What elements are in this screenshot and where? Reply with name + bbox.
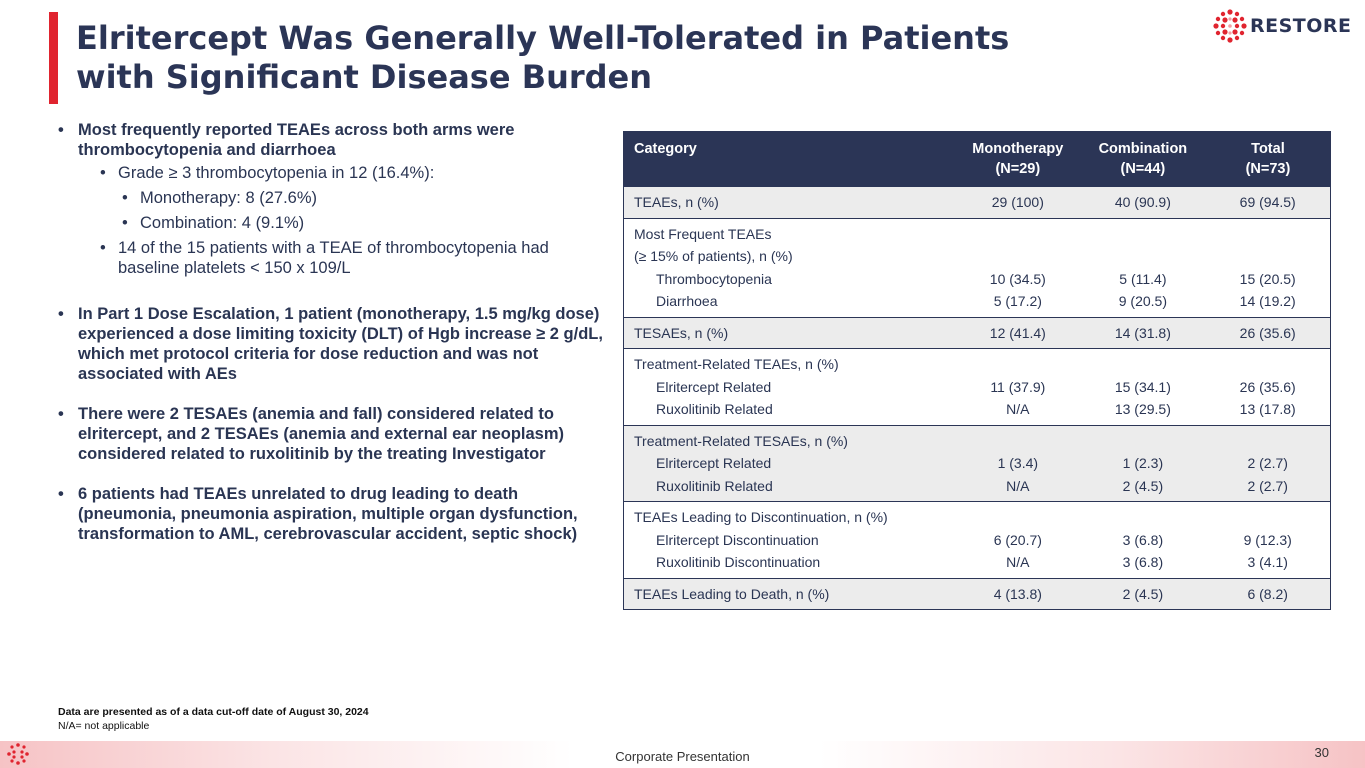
table-row-treatment-related-tesaes: Treatment-Related TESAEs, n (%) Elriterc… bbox=[623, 425, 1331, 502]
row-label: TEAEs Leading to Death, n (%) bbox=[623, 578, 956, 610]
cell-total: 15 (20.5) 14 (19.2) bbox=[1205, 218, 1331, 318]
table-row-death: TEAEs Leading to Death, n (%) 4 (13.8) 2… bbox=[623, 578, 1331, 610]
restore-logo: RESTORE bbox=[1212, 6, 1352, 46]
row-label: Treatment-Related TESAEs, n (%) Elriterc… bbox=[623, 425, 956, 502]
header-combination: Combination (N=44) bbox=[1079, 131, 1206, 187]
cell-combo: 15 (34.1) 13 (29.5) bbox=[1080, 348, 1206, 426]
cell-total: 6 (8.2) bbox=[1205, 578, 1331, 610]
table-row-tesaes: TESAEs, n (%) 12 (41.4) 14 (31.8) 26 (35… bbox=[623, 317, 1331, 349]
row-label: Treatment-Related TEAEs, n (%) Elriterce… bbox=[623, 348, 956, 426]
table-row-treatment-related-teaes: Treatment-Related TEAEs, n (%) Elriterce… bbox=[623, 348, 1331, 426]
table-header-row: Category Monotherapy (N=29) Combination (N… bbox=[623, 131, 1332, 187]
slide-title: Elritercept Was Generally Well-Tolerated… bbox=[76, 19, 1010, 96]
cell-mono: 11 (37.9) N/A bbox=[955, 348, 1081, 426]
page-number: 30 bbox=[1314, 745, 1329, 760]
cell-combo: 40 (90.9) bbox=[1080, 186, 1206, 219]
teae-table: Category Monotherapy (N=29) Combination (N… bbox=[623, 131, 1332, 610]
bullet-text: Most frequently reported TEAEs across bo… bbox=[78, 121, 515, 159]
bullet-deaths: 6 patients had TEAEs unrelated to drug l… bbox=[56, 484, 611, 544]
row-label: TEAEs Leading to Discontinuation, n (%) … bbox=[623, 501, 956, 579]
row-label: TESAEs, n (%) bbox=[623, 317, 956, 349]
footer-text: Corporate Presentation bbox=[615, 749, 750, 764]
bullet-dlt: In Part 1 Dose Escalation, 1 patient (mo… bbox=[56, 304, 611, 384]
sub-sub-bullet: Combination: 4 (9.1%) bbox=[120, 213, 611, 233]
footer-logo-icon bbox=[7, 743, 29, 765]
sub-bullet: 14 of the 15 patients with a TEAE of thr… bbox=[98, 238, 611, 278]
header-category: Category bbox=[623, 131, 956, 187]
table-row-frequent-teaes: Most Frequent TEAEs (≥ 15% of patients),… bbox=[623, 218, 1331, 318]
bullet-teae-summary: Most frequently reported TEAEs across bo… bbox=[56, 120, 611, 278]
table-row-teaes: TEAEs, n (%) 29 (100) 40 (90.9) 69 (94.5… bbox=[623, 186, 1331, 219]
footnote-data-cutoff: Data are presented as of a data cut-off … bbox=[58, 706, 369, 718]
title-accent-bar bbox=[49, 12, 58, 104]
cell-total: 26 (35.6) bbox=[1205, 317, 1331, 349]
cell-combo: 14 (31.8) bbox=[1080, 317, 1206, 349]
cell-combo: 5 (11.4) 9 (20.5) bbox=[1080, 218, 1206, 318]
sub-bullet: Grade ≥ 3 thrombocytopenia in 12 (16.4%)… bbox=[98, 163, 611, 183]
cell-total: 2 (2.7) 2 (2.7) bbox=[1205, 425, 1331, 502]
footnote-na: N/A= not applicable bbox=[58, 720, 150, 732]
cell-combo: 2 (4.5) bbox=[1080, 578, 1206, 610]
cell-total: 69 (94.5) bbox=[1205, 186, 1331, 219]
header-monotherapy: Monotherapy (N=29) bbox=[954, 131, 1081, 187]
header-total: Total (N=73) bbox=[1204, 131, 1332, 187]
bullet-tesaes: There were 2 TESAEs (anemia and fall) co… bbox=[56, 404, 611, 464]
cell-combo: 3 (6.8) 3 (6.8) bbox=[1080, 501, 1206, 579]
cell-combo: 1 (2.3) 2 (4.5) bbox=[1080, 425, 1206, 502]
cell-mono: 1 (3.4) N/A bbox=[955, 425, 1081, 502]
logo-wordmark: RESTORE bbox=[1250, 15, 1352, 37]
cell-total: 26 (35.6) 13 (17.8) bbox=[1205, 348, 1331, 426]
cell-mono: 12 (41.4) bbox=[955, 317, 1081, 349]
cell-mono: 4 (13.8) bbox=[955, 578, 1081, 610]
cell-mono: 6 (20.7) N/A bbox=[955, 501, 1081, 579]
table-row-discontinuation: TEAEs Leading to Discontinuation, n (%) … bbox=[623, 501, 1331, 579]
footnote: Data are presented as of a data cut-off … bbox=[58, 705, 369, 733]
restore-logo-icon bbox=[1213, 9, 1247, 43]
row-label: Most Frequent TEAEs (≥ 15% of patients),… bbox=[623, 218, 956, 318]
cell-mono: 10 (34.5) 5 (17.2) bbox=[955, 218, 1081, 318]
bullet-list: Most frequently reported TEAEs across bo… bbox=[56, 120, 611, 544]
footer-band bbox=[0, 741, 1365, 768]
cell-total: 9 (12.3) 3 (4.1) bbox=[1205, 501, 1331, 579]
row-label: TEAEs, n (%) bbox=[623, 186, 956, 219]
sub-sub-bullet: Monotherapy: 8 (27.6%) bbox=[120, 188, 611, 208]
sub-bullet-list: Grade ≥ 3 thrombocytopenia in 12 (16.4%)… bbox=[78, 163, 611, 278]
cell-mono: 29 (100) bbox=[955, 186, 1081, 219]
